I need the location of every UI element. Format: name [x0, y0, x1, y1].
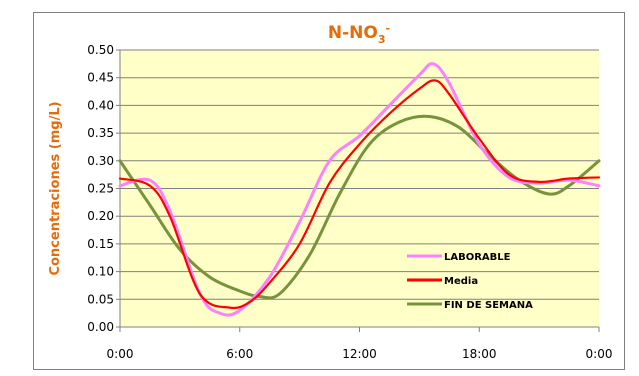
- legend-label: FIN DE SEMANA: [444, 300, 533, 311]
- legend: LABORABLE Media FIN DE SEMANA: [407, 252, 533, 311]
- y-tick-label: 0.15: [87, 237, 114, 251]
- y-tick-label: 0.00: [87, 320, 114, 334]
- legend-label: Media: [444, 276, 478, 287]
- x-tick-label: 18:00: [462, 347, 497, 361]
- series-line-media: [118, 79, 601, 310]
- x-tick-label: 12:00: [342, 347, 377, 361]
- chart-title-superscript: -: [386, 22, 391, 35]
- y-tick-label: 0.05: [87, 292, 114, 306]
- chart-title-subscript: 3: [378, 33, 386, 46]
- chart-title-main: N-NO: [328, 23, 378, 43]
- chart-title: N-NO3-: [328, 22, 390, 46]
- x-tick-label: 0:00: [586, 347, 613, 361]
- y-tick-label: 0.40: [87, 98, 114, 112]
- y-tick-label: 0.20: [87, 209, 114, 223]
- y-tick-label: 0.10: [87, 265, 114, 279]
- y-tick-label: 0.30: [87, 154, 114, 168]
- y-axis-label: Concentraciones (mg/L): [48, 101, 63, 275]
- legend-label: LABORABLE: [444, 252, 511, 263]
- y-tick-label: 0.50: [87, 43, 114, 57]
- x-tick-label: 6:00: [226, 347, 253, 361]
- x-tick-label: 0:00: [107, 347, 134, 361]
- y-tick-label: 0.35: [87, 126, 114, 140]
- y-tick-label: 0.25: [87, 182, 114, 196]
- y-tick-label: 0.45: [87, 71, 114, 85]
